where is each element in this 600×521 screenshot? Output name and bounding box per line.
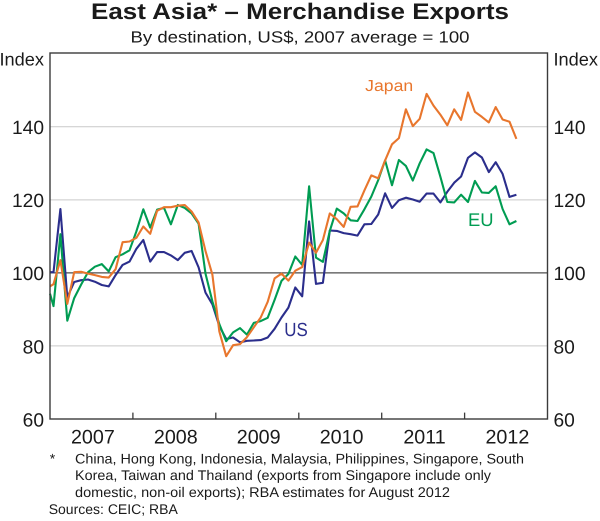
svg-text:domestic, non-oil exports); RB: domestic, non-oil exports); RBA estimate… [75,484,450,500]
svg-text:140: 140 [12,118,44,139]
svg-text:*: * [50,450,56,466]
svg-text:2010: 2010 [320,427,364,449]
svg-text:Index: Index [0,50,44,70]
svg-text:China, Hong Kong, Indonesia, M: China, Hong Kong, Indonesia, Malaysia, P… [75,450,524,466]
svg-text:100: 100 [12,264,44,285]
svg-text:80: 80 [23,337,44,358]
svg-text:EU: EU [468,209,494,230]
svg-text:100: 100 [554,264,586,285]
svg-text:Sources: CEIC; RBA: Sources: CEIC; RBA [49,501,179,517]
svg-text:120: 120 [12,191,44,212]
svg-text:Korea, Taiwan and Thailand (ex: Korea, Taiwan and Thailand (exports from… [75,467,491,483]
svg-text:2009: 2009 [237,427,281,449]
svg-text:2011: 2011 [403,427,445,449]
svg-text:Index: Index [554,50,599,70]
svg-text:Japan: Japan [365,78,413,95]
svg-text:2008: 2008 [154,427,198,449]
svg-text:2012: 2012 [485,427,529,449]
svg-text:US: US [284,320,308,341]
svg-text:By destination, US$, 2007 aver: By destination, US$, 2007 average = 100 [131,28,470,46]
svg-text:120: 120 [554,191,586,212]
svg-text:2007: 2007 [71,427,115,449]
svg-text:East Asia* – Merchandise Expor: East Asia* – Merchandise Exports [91,0,509,24]
svg-text:80: 80 [554,337,575,358]
svg-text:140: 140 [554,118,586,139]
svg-text:60: 60 [23,410,44,431]
svg-text:60: 60 [554,410,575,431]
